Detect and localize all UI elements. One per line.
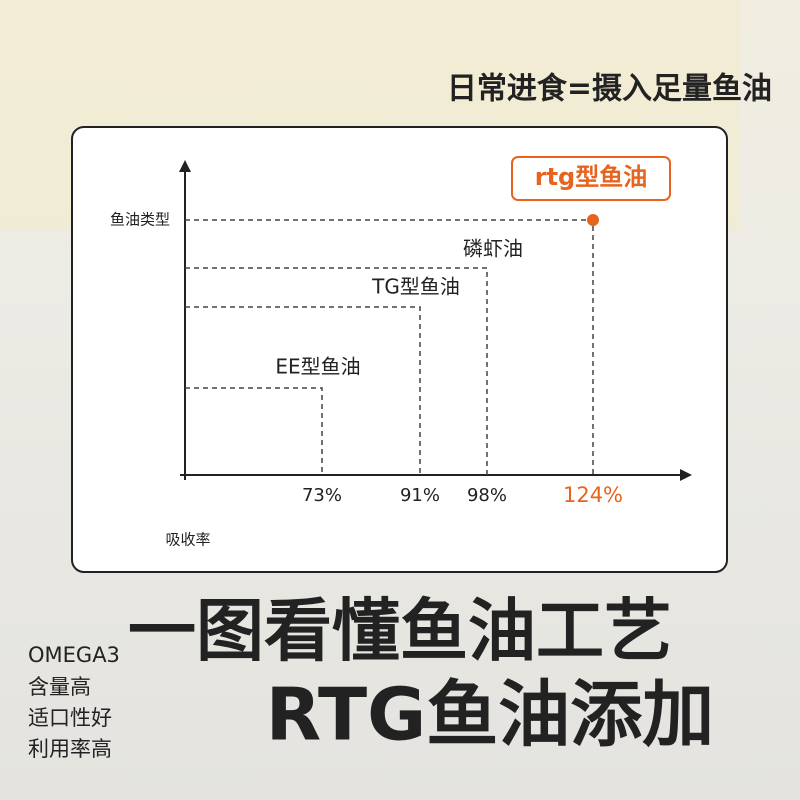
category-label: TG型鱼油: [371, 275, 460, 299]
feature: 含量高: [28, 675, 91, 699]
category-label: EE型鱼油: [275, 355, 360, 379]
feature: 适口性好: [28, 706, 112, 730]
highlight-dot: [587, 214, 599, 226]
feature: OMEGA3: [28, 643, 120, 667]
category-label: 磷虾油: [463, 237, 523, 261]
x-value-label: 91%: [400, 485, 440, 506]
feature: 利用率高: [28, 737, 112, 761]
level-line: [185, 387, 323, 475]
x-value-label: 98%: [467, 485, 507, 506]
highlight-box: [511, 156, 671, 201]
headline: RTG鱼油添加: [266, 673, 714, 757]
x-value-label: 73%: [302, 485, 342, 506]
chart-card: [71, 126, 728, 573]
level-line: [185, 306, 421, 475]
y-axis-label: 鱼油类型: [110, 211, 170, 229]
category-label: rtg型鱼油: [535, 163, 648, 191]
x-axis-label: 吸收率: [165, 531, 210, 549]
x-value-label: 124%: [563, 483, 623, 507]
header: 日常进食=摄入足量鱼油: [447, 72, 772, 107]
headline: 一图看懂鱼油工艺: [128, 593, 672, 672]
level-line: [185, 267, 488, 475]
